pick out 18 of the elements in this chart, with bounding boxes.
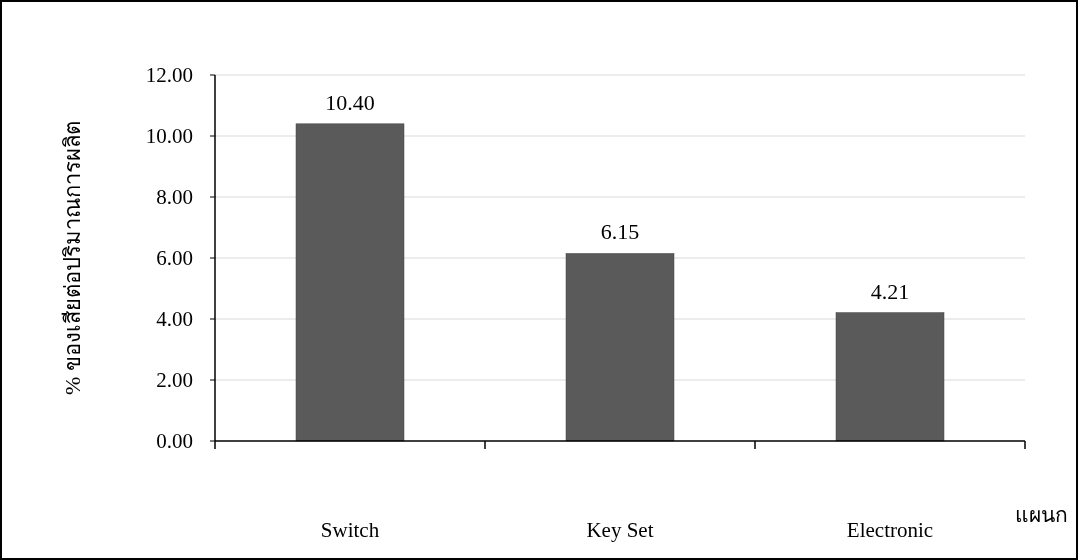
y-tick-label: 2.00 xyxy=(156,368,193,392)
x-tick-label: Switch xyxy=(320,518,380,542)
bar xyxy=(295,123,405,442)
x-tick-label: Electronic xyxy=(846,518,934,542)
y-tick-label: 6.00 xyxy=(156,246,193,270)
y-tick-label: 12.00 xyxy=(145,63,193,87)
y-tick-label: 8.00 xyxy=(156,185,193,209)
y-tick-label: 0.00 xyxy=(156,429,193,453)
y-tick-label: 10.00 xyxy=(145,124,193,148)
data-label: 4.21 xyxy=(870,278,910,304)
data-label: 10.40 xyxy=(325,89,375,115)
y-tick-label: 4.00 xyxy=(156,307,193,331)
data-label: 6.15 xyxy=(600,219,640,245)
x-tick-label: Key Set xyxy=(586,518,654,542)
bar xyxy=(565,253,675,442)
y-axis-title: % ของเสียต่อปริมาณการผลิต xyxy=(60,121,85,395)
bar xyxy=(835,312,945,442)
x-axis-title: แผนก xyxy=(1015,503,1068,527)
